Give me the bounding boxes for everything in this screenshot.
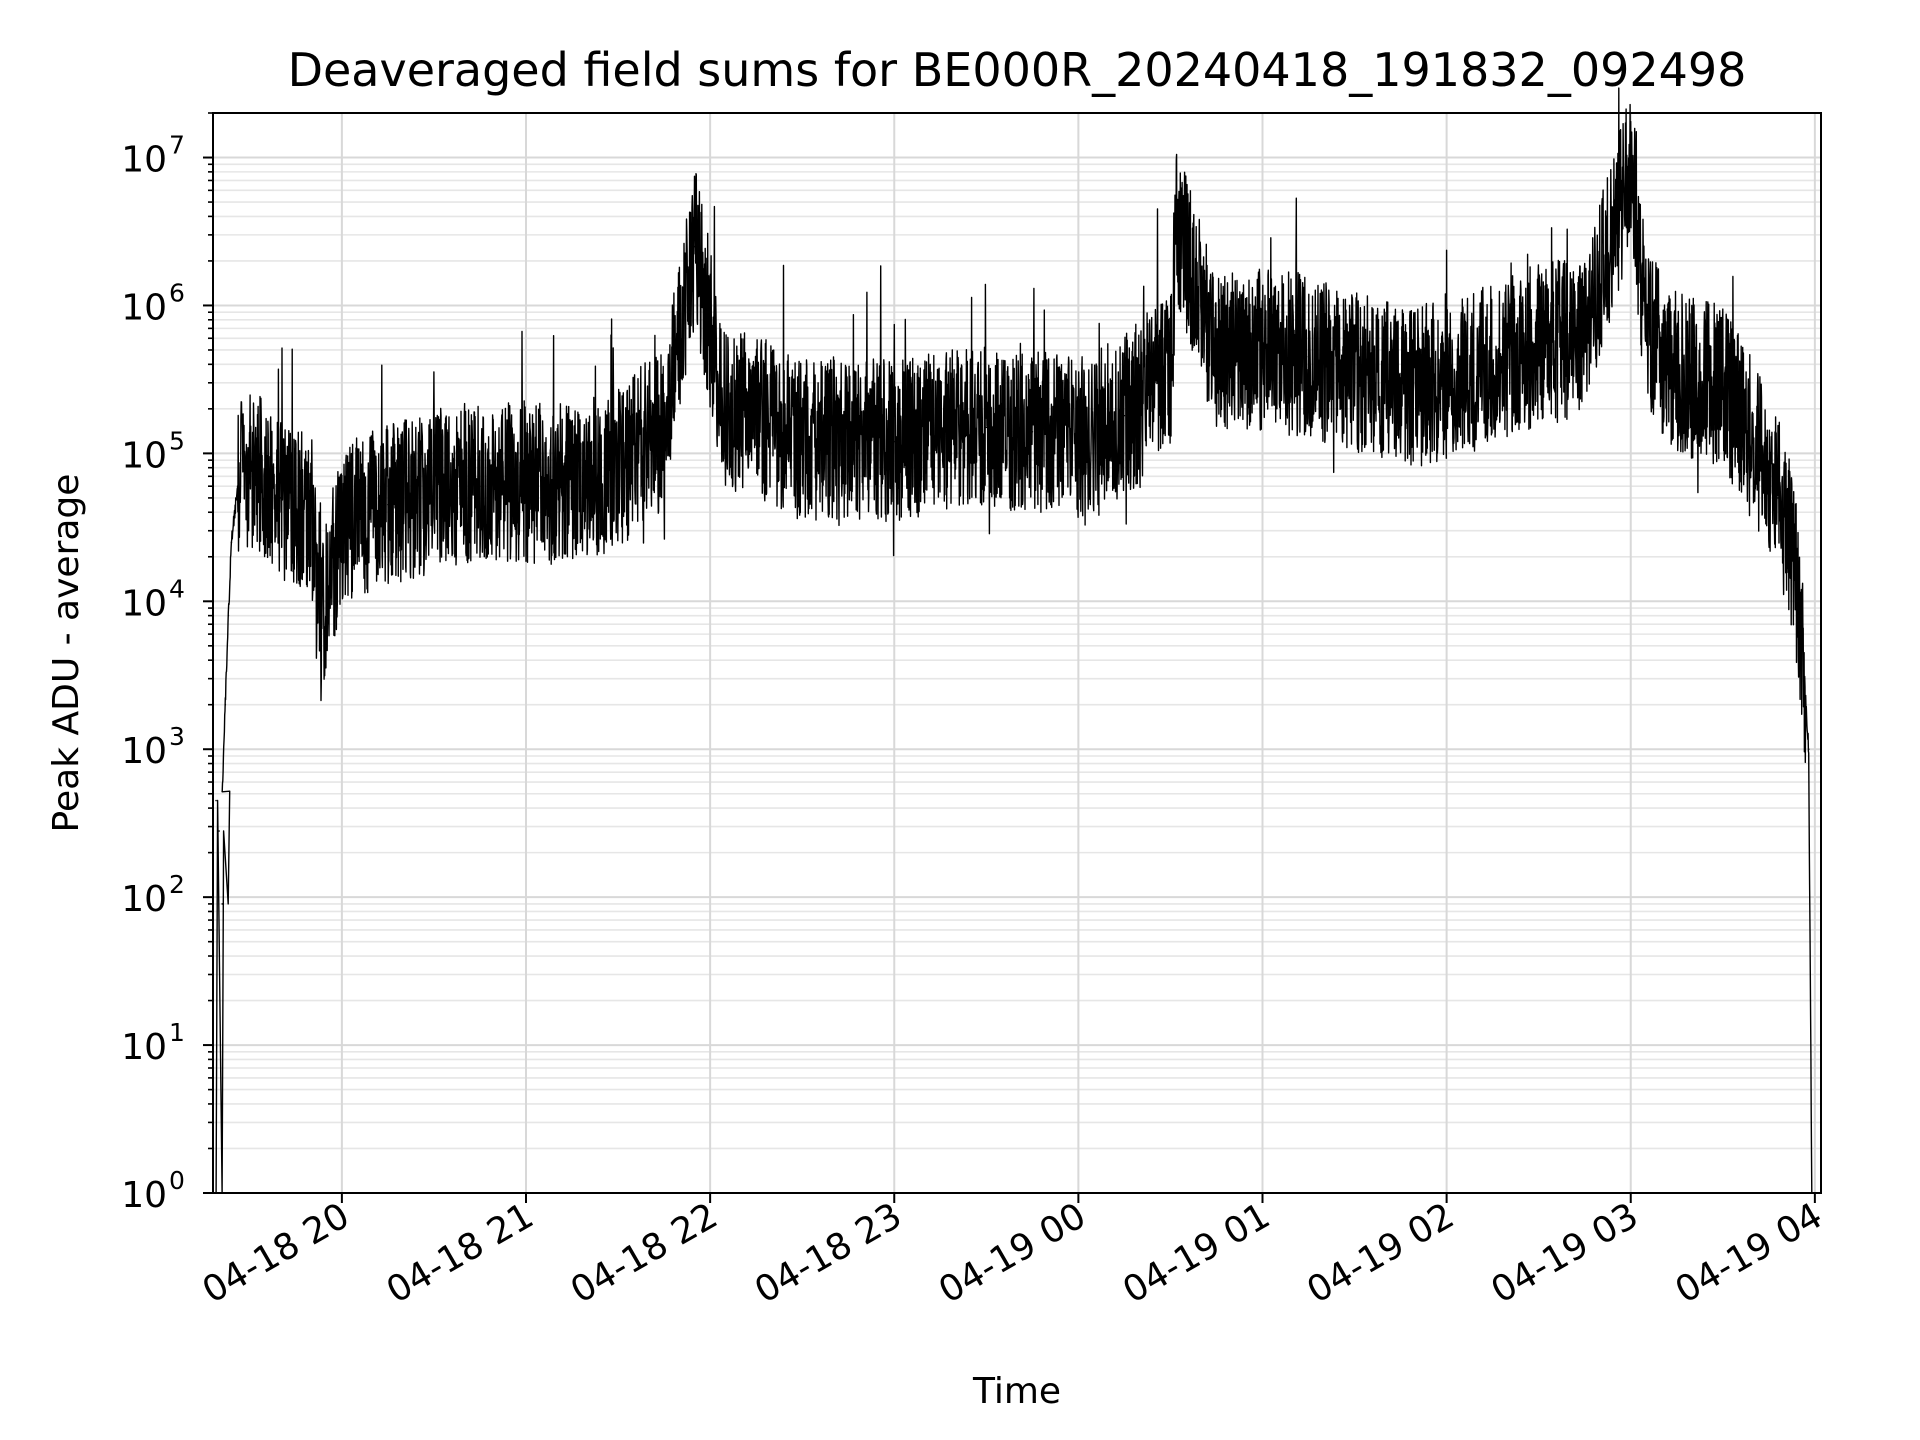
y-tick-label-exponent: 2 <box>169 870 185 899</box>
data-point <box>1123 414 1126 417</box>
data-point <box>724 408 727 410</box>
data-point <box>1801 645 1804 647</box>
data-point <box>218 830 220 832</box>
data-point <box>221 903 224 905</box>
y-tick-label-base: 10 <box>121 879 167 920</box>
data-point <box>1491 363 1494 366</box>
data-point <box>617 466 619 469</box>
y-tick-label-base: 10 <box>121 1175 167 1216</box>
chart-title: Deaveraged field sums for BE000R_2024041… <box>288 43 1747 97</box>
data-point <box>227 614 230 617</box>
data-point <box>1583 337 1586 340</box>
data-point <box>310 511 312 514</box>
y-tick-label-base: 10 <box>121 731 167 772</box>
y-tick-label-base: 10 <box>121 435 167 476</box>
data-point <box>663 426 665 429</box>
data-point <box>1031 430 1034 433</box>
data-point <box>939 430 942 433</box>
y-tick-label: 10 <box>121 287 167 328</box>
data-point <box>230 541 233 544</box>
data-point <box>479 485 481 487</box>
data-point <box>801 440 803 443</box>
x-axis-label: Time <box>972 1371 1061 1412</box>
y-tick-label: 10 <box>121 583 167 624</box>
y-tick-label: 10 <box>121 879 167 920</box>
data-point <box>341 520 343 522</box>
data-point <box>1752 440 1755 443</box>
y-tick-label-exponent: 7 <box>169 131 185 160</box>
y-tick-label-base: 10 <box>121 287 167 328</box>
data-point <box>236 485 239 487</box>
y-tick-label-exponent: 4 <box>169 574 185 603</box>
data-point <box>1792 555 1795 558</box>
data-point <box>1675 372 1678 374</box>
data-point <box>1399 386 1402 389</box>
data-point <box>1777 497 1779 499</box>
series-line <box>215 87 1813 1194</box>
data-point <box>319 633 322 635</box>
data-point <box>1169 372 1172 374</box>
y-axis-label: Peak ADU - average <box>46 474 87 833</box>
data-point <box>221 790 224 793</box>
y-tick-label-base: 10 <box>121 140 167 181</box>
data-point <box>1353 372 1356 374</box>
data-point <box>1175 224 1178 226</box>
data-point <box>693 245 696 248</box>
y-tick-label: 10 <box>121 731 167 772</box>
data-point <box>1645 327 1647 330</box>
data-point <box>1307 355 1310 358</box>
y-tick-label-base: 10 <box>121 583 167 624</box>
y-tick-label-exponent: 6 <box>169 278 185 307</box>
data-point <box>1215 355 1218 358</box>
y-tick-label-base: 10 <box>121 1027 167 1068</box>
data-point <box>893 440 896 443</box>
data-point <box>224 703 227 706</box>
y-tick-label-exponent: 5 <box>169 426 185 455</box>
data-point <box>571 485 573 487</box>
data-point <box>215 799 217 802</box>
data-point <box>1807 748 1810 751</box>
data-point <box>847 435 850 438</box>
data-point <box>525 480 527 482</box>
data-point <box>755 414 757 417</box>
y-tick-label-exponent: 1 <box>169 1018 185 1047</box>
y-tick-label: 10 <box>121 140 167 181</box>
data-point <box>433 490 435 493</box>
y-tick-label: 10 <box>121 435 167 476</box>
grid-layer <box>213 112 1821 1194</box>
series-layer <box>215 87 1813 1194</box>
y-tick-label-exponent: 0 <box>169 1166 185 1195</box>
data-point <box>249 466 251 469</box>
data-point <box>1261 349 1264 351</box>
data-point <box>387 503 389 506</box>
plot-frame <box>212 112 1822 1194</box>
data-point <box>1722 386 1724 389</box>
data-point <box>985 426 988 429</box>
data-point <box>1629 163 1632 166</box>
data-point <box>1537 343 1540 345</box>
y-tick-label: 10 <box>121 1027 167 1068</box>
data-point <box>1077 435 1080 438</box>
y-tick-label-exponent: 3 <box>169 722 185 751</box>
y-tick-label: 10 <box>121 1175 167 1216</box>
data-point <box>1445 382 1448 384</box>
data-point <box>279 497 282 499</box>
